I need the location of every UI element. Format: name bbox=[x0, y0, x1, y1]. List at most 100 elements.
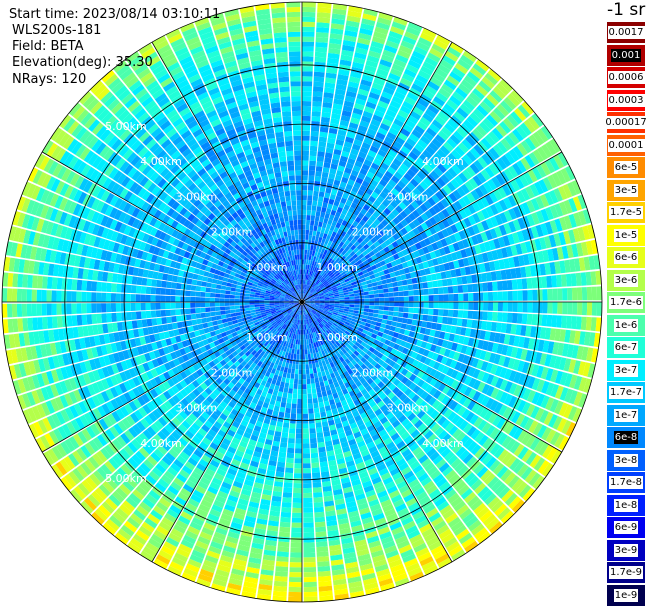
beta-cell bbox=[489, 443, 501, 456]
beta-cell bbox=[266, 330, 272, 336]
beta-cell bbox=[252, 271, 258, 276]
beta-cell bbox=[180, 296, 186, 302]
beta-cell bbox=[175, 231, 184, 240]
beta-cell bbox=[48, 430, 60, 445]
beta-cell bbox=[446, 317, 453, 325]
beta-cell bbox=[483, 472, 496, 485]
beta-cell bbox=[43, 451, 55, 466]
beta-cell bbox=[257, 255, 264, 262]
beta-cell bbox=[274, 303, 280, 305]
beta-cell bbox=[284, 296, 290, 299]
beta-cell bbox=[452, 443, 463, 454]
beta-cell bbox=[363, 485, 374, 493]
beta-cell bbox=[323, 337, 328, 343]
beta-cell bbox=[323, 400, 330, 407]
beta-cell bbox=[215, 569, 230, 578]
beta-cell bbox=[126, 275, 133, 285]
beta-cell bbox=[248, 347, 255, 354]
beta-cell bbox=[244, 307, 251, 311]
beta-cell bbox=[287, 368, 292, 374]
beta-cell bbox=[384, 508, 396, 517]
beta-cell bbox=[97, 271, 104, 281]
beta-cell bbox=[296, 408, 302, 414]
beta-cell bbox=[278, 277, 284, 283]
beta-cell bbox=[117, 322, 123, 332]
beta-cell bbox=[303, 537, 315, 543]
beta-cell bbox=[88, 235, 97, 247]
beta-cell bbox=[496, 343, 504, 355]
beta-cell bbox=[282, 422, 290, 429]
beta-cell bbox=[448, 302, 454, 309]
beta-cell bbox=[241, 339, 248, 345]
beta-cell bbox=[309, 368, 314, 374]
beta-cell bbox=[303, 319, 305, 325]
beta-cell bbox=[401, 318, 408, 324]
beta-cell bbox=[302, 304, 305, 310]
beta-cell bbox=[267, 377, 273, 384]
beta-cell bbox=[321, 391, 328, 397]
beta-cell bbox=[274, 275, 279, 281]
beta-cell bbox=[342, 325, 348, 331]
beta-cell bbox=[236, 233, 244, 241]
beta-cell bbox=[340, 319, 346, 324]
beta-cell bbox=[248, 321, 254, 326]
beta-cell bbox=[559, 372, 568, 386]
beta-cell bbox=[270, 309, 276, 313]
beta-cell bbox=[236, 388, 244, 396]
beta-cell bbox=[378, 310, 384, 315]
beta-cell bbox=[526, 390, 536, 403]
beta-cell bbox=[411, 538, 425, 549]
beta-cell bbox=[203, 327, 210, 334]
beta-cell bbox=[100, 202, 110, 215]
beta-cell bbox=[152, 409, 162, 420]
beta-cell bbox=[100, 463, 113, 477]
beta-cell bbox=[294, 349, 297, 355]
beta-cell bbox=[378, 306, 385, 311]
beta-cell bbox=[196, 445, 206, 454]
beta-cell bbox=[204, 302, 210, 308]
beta-cell bbox=[260, 276, 267, 281]
beta-cell bbox=[433, 370, 442, 380]
beta-cell bbox=[284, 286, 289, 291]
beta-cell bbox=[188, 366, 196, 374]
beta-cell bbox=[196, 508, 209, 518]
beta-cell bbox=[300, 304, 302, 310]
beta-cell bbox=[336, 352, 342, 359]
beta-cell bbox=[39, 248, 47, 262]
beta-cell bbox=[415, 450, 426, 460]
beta-cell bbox=[287, 291, 292, 295]
beta-cell bbox=[230, 291, 236, 295]
beta-cell bbox=[380, 582, 395, 592]
beta-cell bbox=[244, 576, 259, 584]
beta-cell bbox=[2, 303, 8, 318]
beta-cell bbox=[283, 280, 288, 286]
beta-cell bbox=[164, 470, 176, 481]
beta-cell bbox=[54, 130, 67, 144]
beta-cell bbox=[309, 323, 312, 329]
beta-cell bbox=[271, 310, 277, 314]
beta-cell bbox=[316, 325, 320, 331]
beta-cell bbox=[458, 363, 467, 373]
beta-cell bbox=[497, 302, 504, 312]
beta-cell bbox=[348, 438, 357, 446]
beta-cell bbox=[460, 488, 473, 500]
beta-cell bbox=[335, 386, 342, 393]
beta-cell bbox=[524, 469, 537, 484]
beta-cell bbox=[336, 508, 347, 515]
beta-cell bbox=[141, 222, 149, 233]
beta-cell bbox=[294, 313, 298, 319]
beta-cell bbox=[408, 302, 414, 308]
beta-cell bbox=[430, 423, 441, 433]
beta-cell bbox=[229, 389, 237, 397]
beta-cell bbox=[302, 349, 305, 355]
beta-cell bbox=[410, 325, 417, 332]
beta-cell bbox=[457, 465, 469, 477]
beta-cell bbox=[235, 260, 242, 266]
beta-cell bbox=[471, 402, 481, 414]
beta-cell bbox=[304, 302, 310, 304]
beta-cell bbox=[275, 318, 281, 323]
beta-cell bbox=[44, 249, 52, 262]
beta-cell bbox=[282, 311, 287, 315]
beta-cell bbox=[335, 375, 342, 382]
beta-cell bbox=[100, 215, 109, 227]
